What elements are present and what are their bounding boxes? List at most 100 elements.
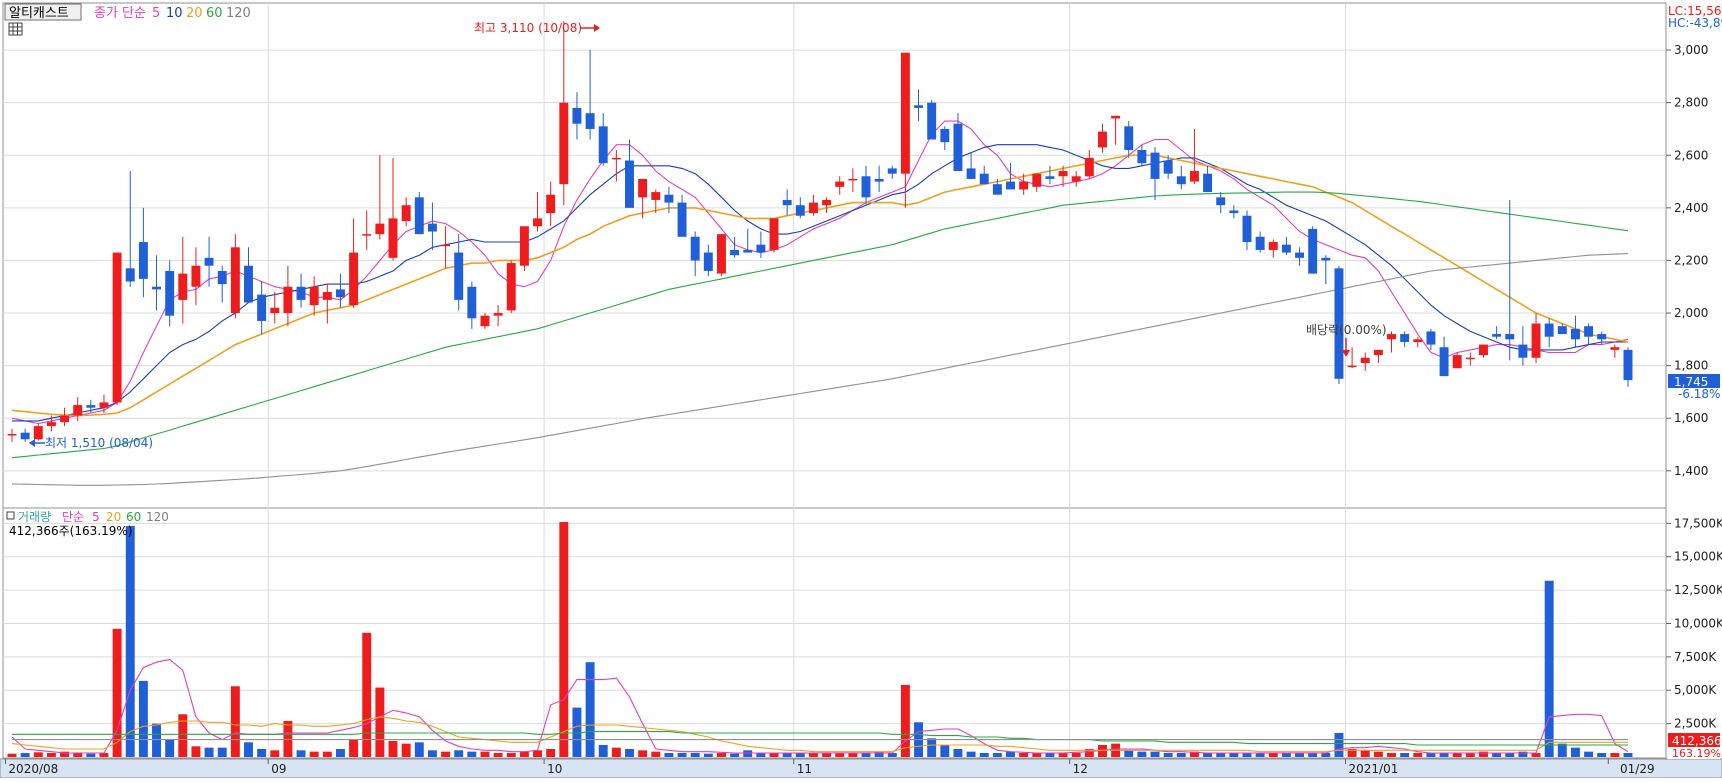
candle-body [1032,173,1042,187]
volume-bar [1623,752,1633,757]
volume-bar [1597,752,1607,757]
candle-body [1334,268,1344,379]
volume-bar [638,750,648,757]
candle-body [730,249,740,256]
volume-bar [1045,752,1055,757]
volume-bar [835,752,845,757]
volume-bar [217,747,227,757]
volume-bar [388,740,398,757]
grid-icon[interactable] [8,22,23,36]
candle-body [270,307,280,314]
volume-ma-label: 단순 [62,510,84,524]
candle-body [138,242,148,279]
candle-body [1229,210,1239,214]
candle-body [335,289,345,298]
candle-body [388,218,398,258]
volume-bar [1347,748,1357,757]
candle-body [33,426,43,440]
volume-bar [1242,752,1252,757]
volume-tick-label: 15,000K [1674,550,1722,564]
stock-name: 알티캐스트 [9,6,69,21]
candle-body [611,157,621,160]
candle-body [454,252,464,300]
candle-body [244,265,253,303]
candle-body [677,202,687,237]
current-volume-pct-tag [1668,747,1720,759]
volume-bar [375,687,385,757]
candle-body [165,270,175,316]
candle-body [1006,181,1015,190]
volume-bar [1268,752,1278,757]
volume-bar [1019,752,1029,757]
volume-bar [1465,752,1475,757]
volume-bar [454,750,464,757]
high-label: 최고 3,110 (10/08) [474,21,582,35]
stock-name-button[interactable] [4,3,82,21]
volume-bar [349,739,359,757]
price-tick-label: 2,600 [1674,148,1708,162]
candle-body [1584,326,1594,337]
volume-bar [1492,752,1502,757]
volume-bar [33,752,43,757]
volume-bar [467,751,477,757]
price-ma-120-line [11,253,1629,486]
candle-body [914,105,924,108]
volume-header: 거래량 단순 5 20 60 120 412,366주(163.19%) [6,510,169,538]
volume-bar [1281,752,1291,757]
volume-bar [769,752,779,757]
current-volume-tag [1668,733,1720,747]
volume-tick-label: 7,500K [1674,650,1717,664]
candle-body [1387,334,1396,340]
volume-bar [795,752,805,757]
volume-bar [927,738,937,757]
volume-bar [1570,747,1580,757]
candle-body [1203,173,1213,193]
candle-body [690,236,700,261]
ma-period-120: 120 [226,6,251,21]
candle-body [1019,181,1029,190]
volume-bar [1308,752,1318,757]
volume-bar [165,739,175,757]
price-tick-label: 1,600 [1674,411,1708,425]
volume-bar [1084,748,1094,757]
volume-bar [244,742,253,757]
price-panel-frame [2,2,1667,509]
volume-tick-label: 12,500K [1674,583,1722,597]
low-annotation: 최저 1,510 (08/04) [29,436,153,450]
volume-bar [1584,751,1594,757]
candle-body [414,197,424,235]
volume-bar [900,684,910,757]
volume-bar [1400,752,1410,757]
ma-period-60: 60 [206,6,223,21]
time-tick-label: 09 [271,762,286,776]
candle-body [1439,347,1449,377]
volume-bar [73,752,83,757]
volume-bar [585,662,595,757]
volume-bar [822,752,832,757]
volume-tick-label: 5,000K [1674,683,1717,697]
volume-bar [1413,752,1423,757]
volume-bar [703,753,713,757]
candle-body [1479,344,1488,356]
volume-bar [493,752,503,757]
price-ma-10-line [12,144,1628,422]
price-ma-5-line [11,120,1629,425]
candle-body [1281,244,1291,253]
volume-bar [611,747,621,757]
candle-body [1268,242,1278,250]
price-ma-20-line [11,154,1629,417]
volume-bar [283,720,293,757]
candle-body [296,286,306,300]
candle-body [979,173,989,185]
hc-value: HC:-43,89 [1668,16,1722,30]
candle-body [1452,355,1462,369]
candle-body [1360,357,1370,363]
ma-period-10: 10 [166,6,183,21]
candle-body [1045,176,1055,179]
candle-body [86,405,96,408]
volume-bar [861,752,871,757]
candle-body [1544,323,1554,337]
volume-bar [335,748,345,757]
volume-bar [1373,751,1383,757]
